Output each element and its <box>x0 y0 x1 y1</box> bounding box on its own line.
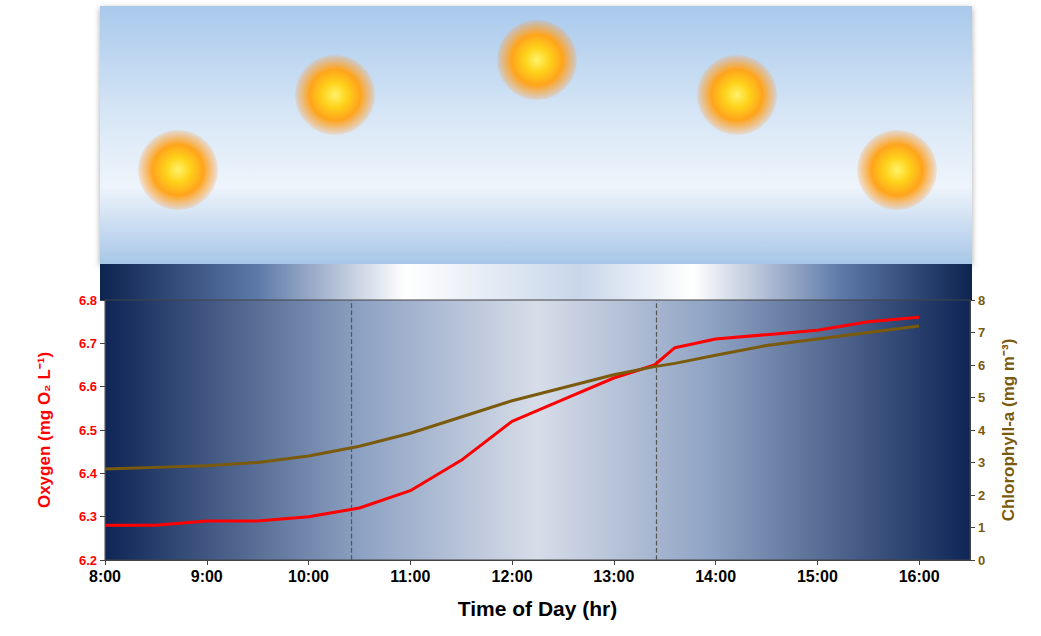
svg-text:8: 8 <box>978 293 985 308</box>
svg-text:6.2: 6.2 <box>79 553 97 568</box>
svg-text:6: 6 <box>978 358 985 373</box>
svg-text:15:00: 15:00 <box>797 568 838 585</box>
svg-text:6.6: 6.6 <box>79 379 97 394</box>
svg-text:Time of Day (hr): Time of Day (hr) <box>458 597 617 620</box>
svg-text:6.3: 6.3 <box>79 509 97 524</box>
svg-text:0: 0 <box>978 553 985 568</box>
svg-text:16:00: 16:00 <box>899 568 940 585</box>
svg-text:10:00: 10:00 <box>288 568 329 585</box>
svg-text:11:00: 11:00 <box>390 568 430 585</box>
svg-text:6.5: 6.5 <box>79 423 97 438</box>
svg-text:12:00: 12:00 <box>492 568 533 585</box>
svg-text:7: 7 <box>978 325 985 340</box>
svg-text:8:00: 8:00 <box>89 568 121 585</box>
svg-text:Chlorophyll-a (mg m⁻³): Chlorophyll-a (mg m⁻³) <box>999 339 1018 522</box>
svg-text:1: 1 <box>978 520 985 535</box>
svg-text:6.4: 6.4 <box>79 466 98 481</box>
svg-text:14:00: 14:00 <box>695 568 736 585</box>
svg-text:6.7: 6.7 <box>79 336 97 351</box>
svg-text:13:00: 13:00 <box>593 568 634 585</box>
svg-text:2: 2 <box>978 488 985 503</box>
svg-text:Oxygen (mg O₂ L⁻¹): Oxygen (mg O₂ L⁻¹) <box>35 352 54 508</box>
svg-text:3: 3 <box>978 455 985 470</box>
svg-text:5: 5 <box>978 390 985 405</box>
svg-text:6.8: 6.8 <box>79 293 97 308</box>
svg-text:4: 4 <box>978 423 986 438</box>
svg-text:9:00: 9:00 <box>191 568 223 585</box>
